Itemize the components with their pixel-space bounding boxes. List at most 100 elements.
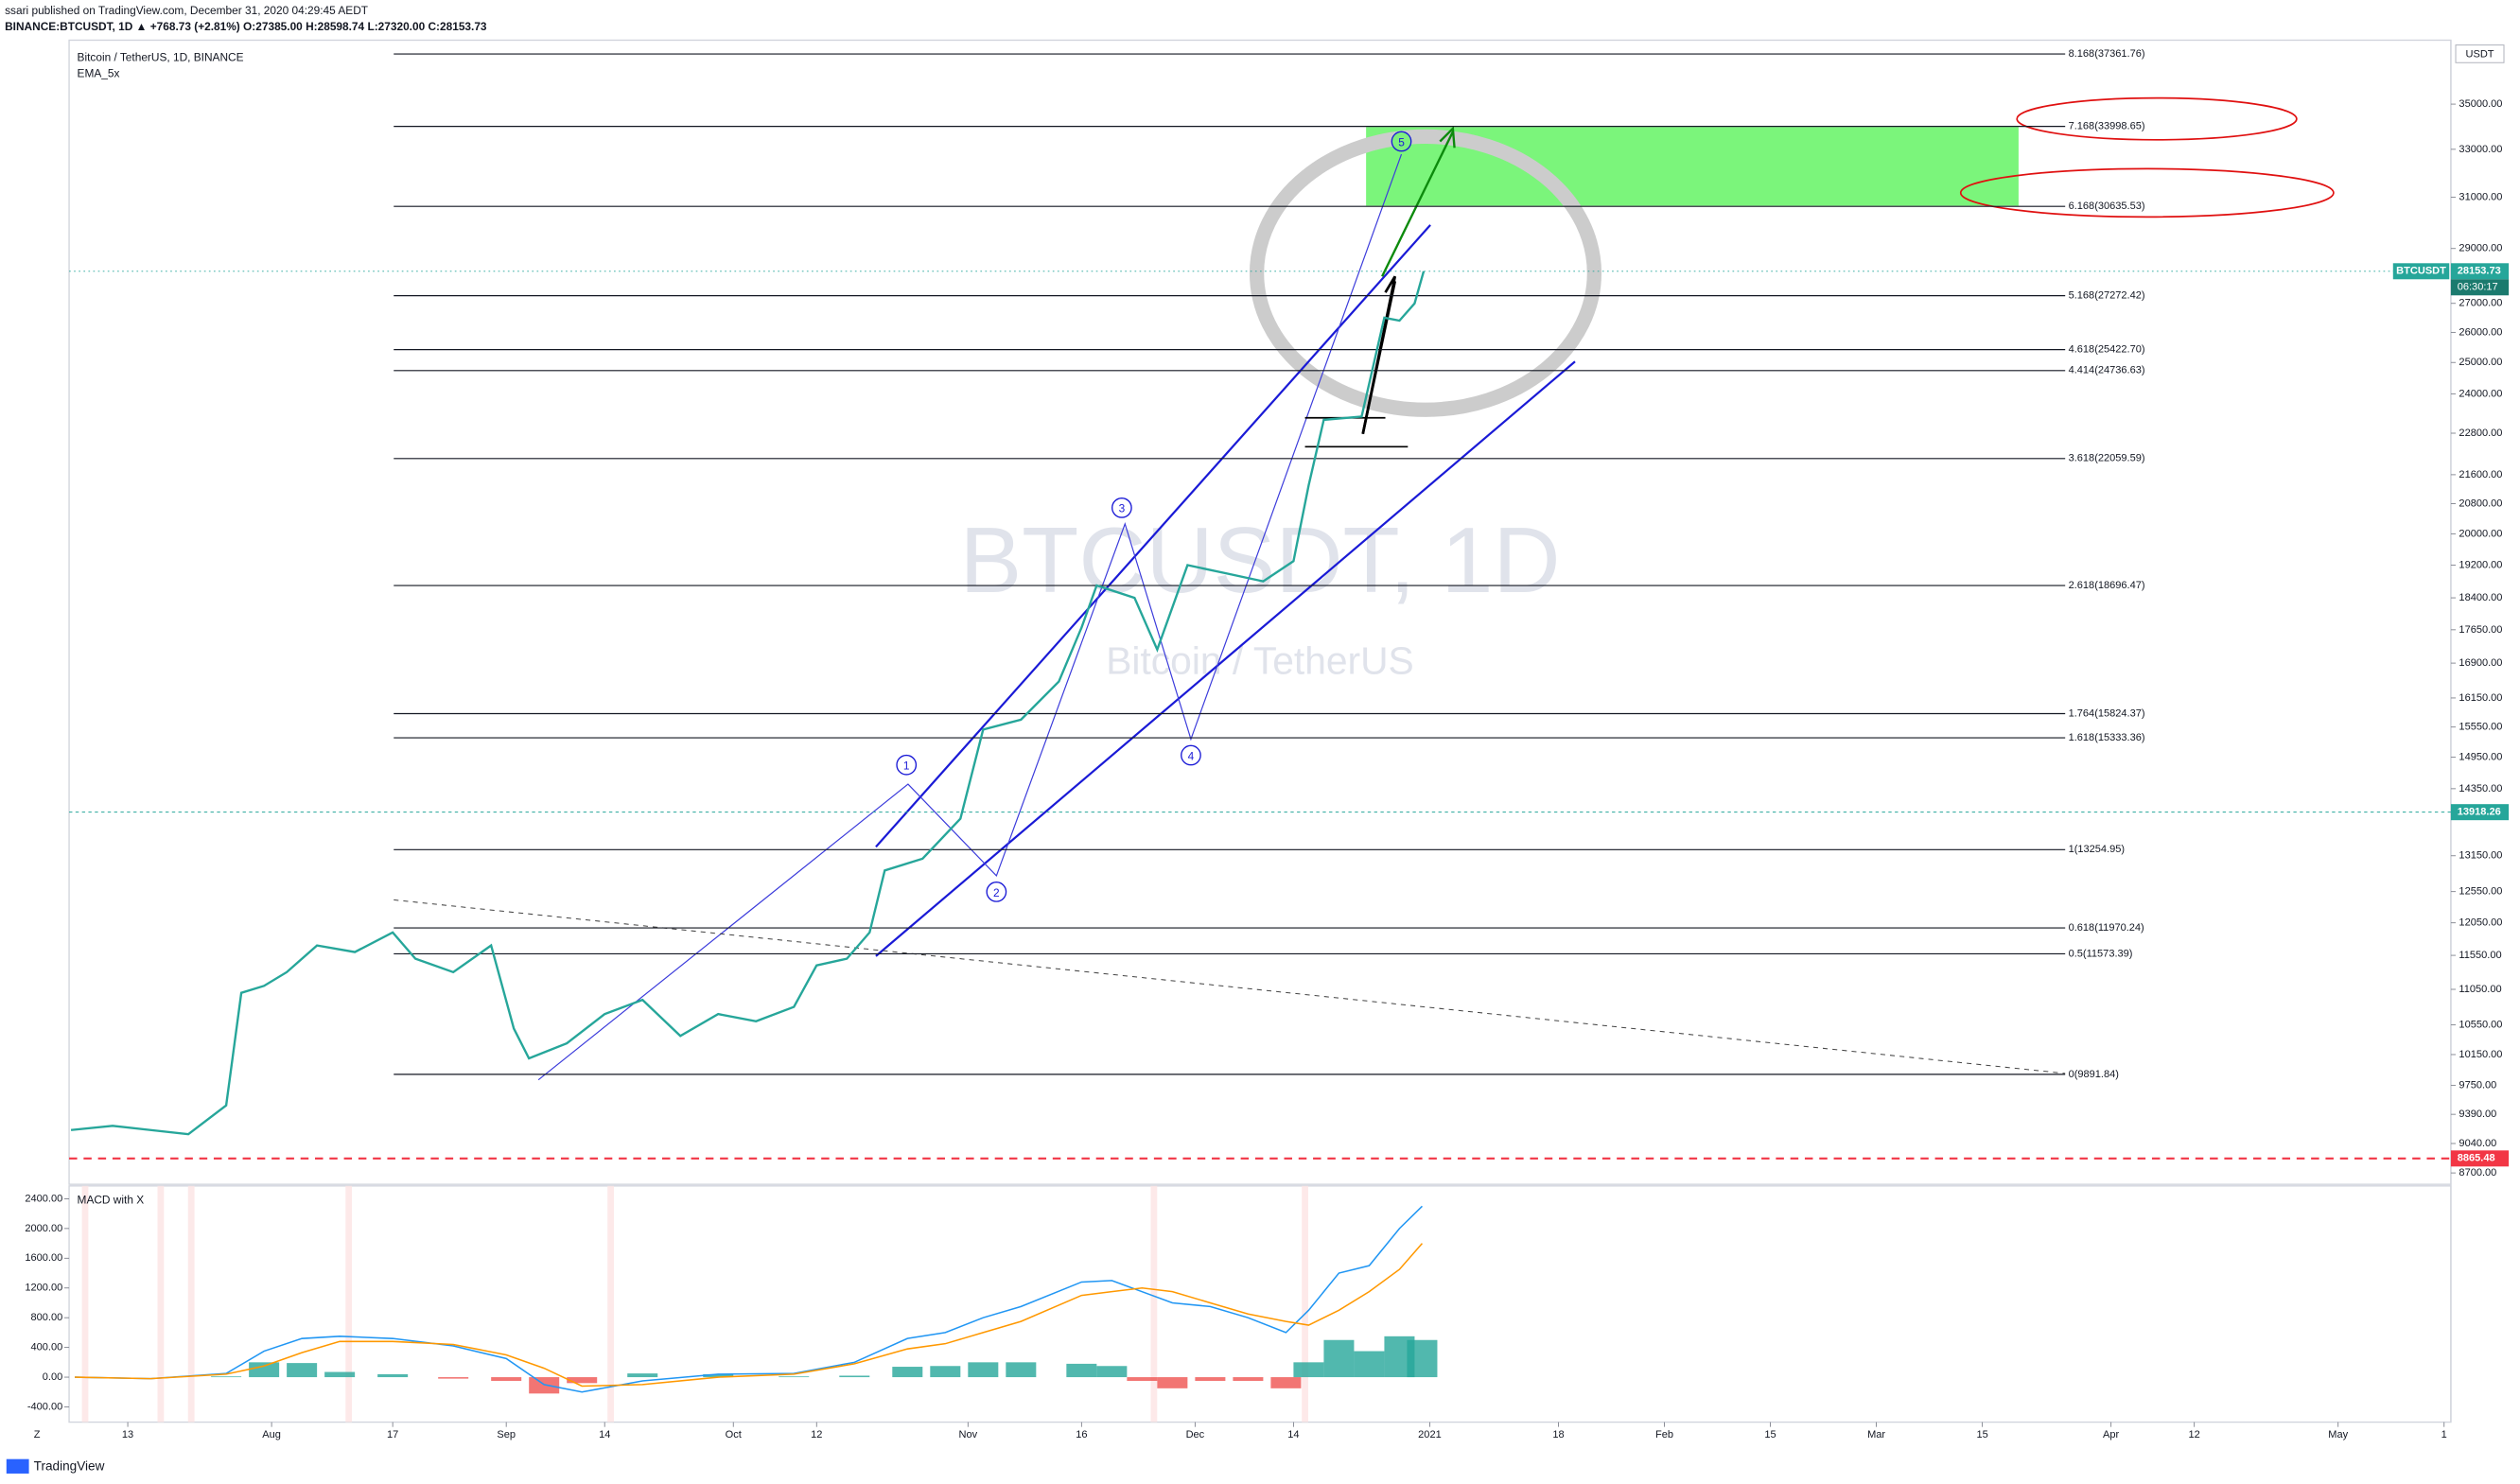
y-tick-label: 17650.00 [2459, 624, 2502, 636]
histogram-bar [491, 1377, 522, 1381]
y-tick-label: 25000.00 [2459, 357, 2502, 368]
macd-y-tick-label: 2000.00 [25, 1223, 62, 1234]
x-tick-label: 12 [811, 1429, 822, 1440]
zoom-button[interactable]: Z [34, 1429, 41, 1440]
series-line [75, 1243, 1424, 1388]
watermark: BTCUSDT, 1D [959, 508, 1560, 612]
macd-y-tick-label: -400.00 [27, 1401, 62, 1412]
histogram-bar [968, 1362, 999, 1378]
histogram-bar [438, 1377, 469, 1379]
x-tick-label: Apr [2103, 1429, 2119, 1440]
y-tick-label: 18400.00 [2459, 592, 2502, 603]
wave-markers [896, 131, 1412, 902]
brand-logo [6, 1458, 29, 1474]
x-tick-label: 1 [2441, 1429, 2447, 1440]
wave-label: 5 [1398, 135, 1405, 148]
fib-label: 1.618(15333.36) [2069, 732, 2145, 743]
level-badge [2450, 804, 2510, 821]
y-tick-label: 24000.00 [2459, 388, 2502, 399]
histogram-bar [249, 1362, 280, 1378]
y-tick-label: 29000.00 [2459, 243, 2502, 254]
histogram-bar [1195, 1377, 1226, 1381]
series-line [70, 271, 1426, 1136]
x-tick-label: May [2328, 1429, 2348, 1440]
histogram-bar [703, 1373, 734, 1378]
green-arrow [1381, 131, 1454, 277]
unit-label: USDT [2466, 49, 2494, 61]
symbol-line: BINANCE:BTCUSDT, 1D ▲ +768.73 (+2.81%) O… [5, 20, 487, 33]
watermark-subtitle: Bitcoin / TetherUS [1106, 638, 1414, 682]
fib-label: 3.618(22059.59) [2069, 453, 2145, 464]
y-tick-label: 31000.00 [2459, 192, 2502, 203]
green-arrowhead [1439, 126, 1456, 148]
macd-y-tick-label: 800.00 [31, 1312, 63, 1323]
fib-label: 7.168(33998.65) [2069, 121, 2145, 132]
histogram-bar [1323, 1339, 1355, 1378]
histogram-bar [211, 1376, 242, 1378]
y-tick-label: 16150.00 [2459, 692, 2502, 704]
y-tick-label: 20000.00 [2459, 528, 2502, 539]
fib-label: 1.764(15824.37) [2069, 707, 2145, 719]
y-tick-label: 19200.00 [2459, 559, 2502, 570]
trend-channel [875, 224, 1576, 957]
series-badge [2392, 263, 2450, 280]
x-tick-label: 18 [1552, 1429, 1564, 1440]
x-tick-label: Mar [1867, 1429, 1885, 1440]
y-tick-label: 20800.00 [2459, 498, 2502, 509]
legend-indicator: EMA_5x [78, 66, 120, 79]
histogram-bar [779, 1376, 810, 1378]
y-tick-label: 14350.00 [2459, 783, 2502, 794]
histogram-bar [1066, 1363, 1097, 1378]
x-tick-label: 14 [599, 1429, 610, 1440]
macd-y-tick-label: 2400.00 [25, 1193, 62, 1204]
countdown: 06:30:17 [2458, 282, 2498, 293]
y-tick-label: 14950.00 [2459, 752, 2502, 763]
histogram-bar [567, 1377, 598, 1384]
histogram-bar [1270, 1377, 1302, 1388]
y-tick-label: 16900.00 [2459, 657, 2502, 669]
fib-label: 5.168(27272.42) [2069, 290, 2145, 302]
histogram-bar [1127, 1377, 1158, 1381]
x-tick-label: Nov [959, 1429, 978, 1440]
x-tick-label: 14 [1287, 1429, 1299, 1440]
x-tick-label: 2021 [1418, 1429, 1442, 1440]
wave-label: 1 [903, 759, 910, 773]
x-tick-label: Feb [1655, 1429, 1673, 1440]
x-tick-label: Sep [497, 1429, 516, 1440]
fib-label: 0.618(11970.24) [2069, 922, 2144, 934]
fib-label: 6.168(30635.53) [2069, 201, 2145, 212]
x-tick-label: 13 [122, 1429, 133, 1440]
x-tick-label: 17 [387, 1429, 398, 1440]
brand: TradingView [34, 1459, 105, 1474]
fib-label: 4.414(24736.63) [2069, 365, 2145, 376]
histogram-bar [1157, 1377, 1188, 1388]
price-badge [2450, 263, 2510, 280]
y-tick-label: 33000.00 [2459, 144, 2502, 155]
level-label: 8865.48 [2458, 1153, 2495, 1164]
dotted-trendline [394, 899, 2066, 1074]
histogram-bar [627, 1373, 658, 1378]
y-tick-label: 26000.00 [2459, 326, 2502, 338]
histogram-bar [1293, 1362, 1324, 1378]
highlight-circle [1249, 129, 1602, 417]
histogram-bar [324, 1371, 356, 1378]
histogram-bar [287, 1363, 318, 1378]
y-tick-label: 12550.00 [2459, 886, 2502, 898]
macd-y-tick-label: 0.00 [43, 1371, 62, 1383]
level-badge [2450, 1150, 2510, 1167]
histogram-bar [529, 1377, 560, 1394]
y-tick-label: 9390.00 [2459, 1109, 2496, 1120]
y-tick-label: 8700.00 [2459, 1167, 2496, 1178]
y-tick-label: 9750.00 [2459, 1080, 2496, 1091]
macd-title: MACD with X [78, 1193, 145, 1206]
y-tick-label: 10150.00 [2459, 1049, 2502, 1060]
wave-path [537, 153, 1403, 1081]
histogram-bar [1096, 1366, 1128, 1378]
unit-box [2455, 44, 2505, 63]
x-tick-label: Aug [262, 1429, 281, 1440]
y-tick-label: 10550.00 [2459, 1020, 2502, 1031]
annotation-ellipse [2016, 96, 2298, 141]
fib-label: 2.618(18696.47) [2069, 580, 2145, 591]
wave-label: 3 [1119, 502, 1126, 515]
